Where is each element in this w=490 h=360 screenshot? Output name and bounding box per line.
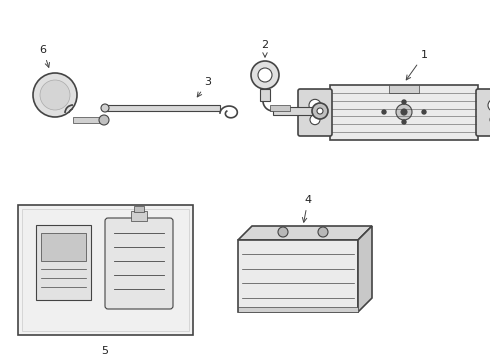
Polygon shape (238, 226, 372, 240)
FancyBboxPatch shape (476, 89, 490, 136)
Bar (36, 225, 91, 300)
Circle shape (396, 104, 412, 120)
Text: 2: 2 (262, 40, 269, 57)
Bar (330, 85, 478, 140)
Circle shape (33, 73, 77, 117)
FancyBboxPatch shape (298, 89, 332, 136)
Circle shape (422, 110, 426, 114)
Bar (73, 117, 101, 123)
Circle shape (310, 115, 320, 125)
Text: 3: 3 (197, 77, 212, 97)
Bar (238, 240, 358, 312)
Text: 6: 6 (40, 45, 49, 67)
Circle shape (258, 68, 272, 82)
Circle shape (317, 108, 323, 114)
Bar (134, 206, 144, 212)
Bar (238, 307, 358, 312)
Circle shape (99, 115, 109, 125)
FancyBboxPatch shape (105, 218, 173, 309)
Circle shape (402, 120, 406, 124)
Circle shape (402, 100, 406, 104)
Polygon shape (358, 226, 372, 312)
Bar (41, 233, 86, 261)
Text: 5: 5 (101, 346, 108, 356)
Circle shape (101, 104, 109, 112)
Text: 4: 4 (302, 195, 312, 222)
Circle shape (382, 110, 386, 114)
Circle shape (318, 227, 328, 237)
Circle shape (488, 99, 490, 111)
Text: 1: 1 (406, 50, 427, 80)
Bar (131, 211, 147, 221)
Bar (270, 105, 290, 111)
Bar (105, 105, 220, 111)
Circle shape (251, 61, 279, 89)
Bar (260, 89, 270, 101)
Circle shape (401, 109, 407, 115)
Circle shape (312, 103, 328, 119)
Circle shape (309, 99, 321, 111)
Circle shape (40, 80, 70, 110)
Bar (22, 209, 189, 331)
Bar (273, 107, 320, 115)
Bar (18, 205, 193, 335)
Bar (389, 85, 419, 93)
Circle shape (278, 227, 288, 237)
